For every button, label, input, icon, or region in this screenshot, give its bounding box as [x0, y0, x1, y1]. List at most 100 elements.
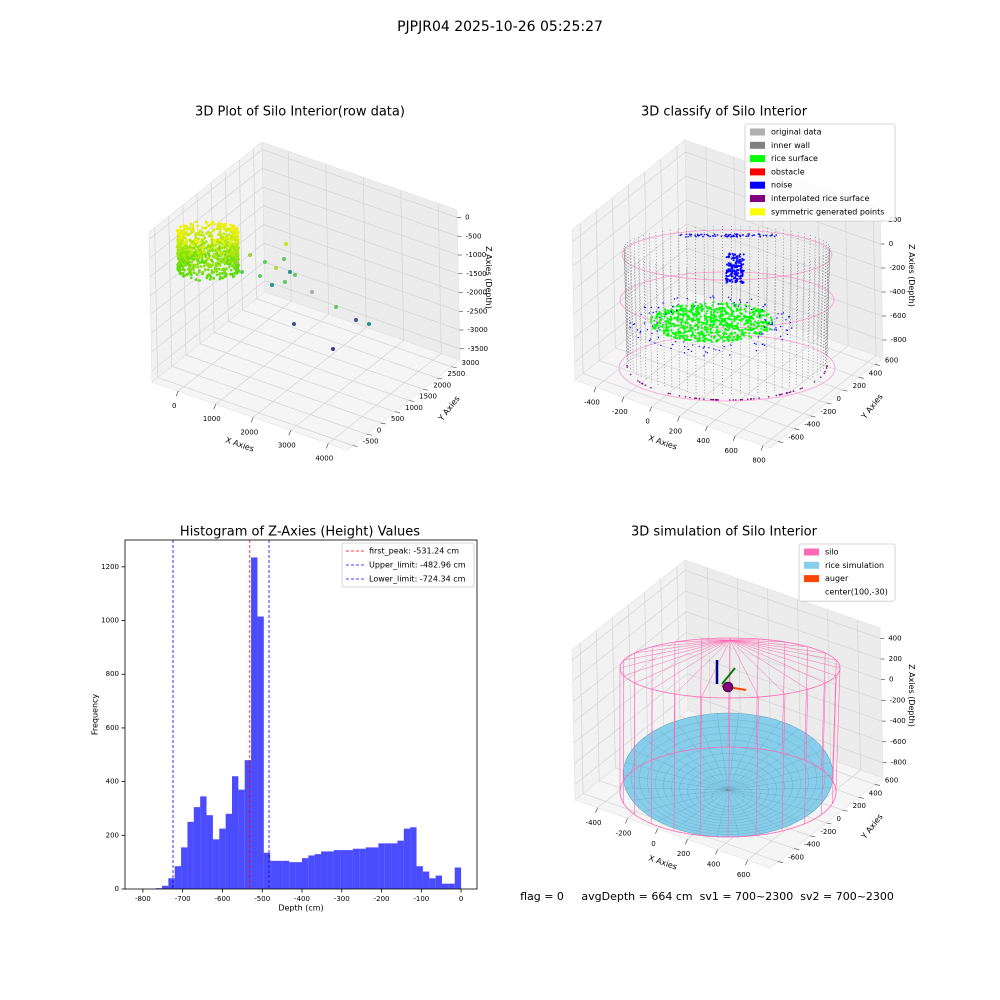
y-tick-label: 500 [391, 415, 404, 423]
point-cloud [205, 232, 209, 235]
point-cloud [232, 225, 236, 228]
tick-mark [794, 848, 800, 851]
rice-surface-point [709, 307, 712, 310]
silo-wire [729, 639, 841, 669]
point-cloud [186, 255, 189, 259]
rice-surface-point [705, 315, 708, 318]
rice-surface-point [722, 313, 725, 316]
point-cloud [190, 230, 194, 233]
noise-point [731, 265, 734, 268]
tick-mark [649, 406, 652, 412]
rice-surface-point [760, 314, 763, 317]
grid-line [325, 164, 330, 315]
y-tick-label: -600 [788, 854, 804, 862]
noise-point [738, 262, 740, 264]
rice-surface-point [743, 316, 746, 319]
rice-surface-point [750, 316, 753, 319]
rice-surface-point [688, 317, 691, 321]
grid-line [328, 353, 442, 444]
point-cloud [220, 257, 223, 261]
rice-surface-point [656, 314, 659, 318]
point-cloud [202, 264, 206, 268]
rice-surface-point [662, 331, 666, 334]
rice-surface-point [688, 329, 691, 332]
rice-surface-point [697, 321, 700, 324]
noise-point [791, 327, 793, 329]
point-cloud [198, 229, 202, 233]
grid-line [679, 296, 876, 365]
point-cloud [230, 244, 234, 248]
grid-line [574, 673, 688, 765]
noise-point [770, 323, 772, 325]
interpolated-point [729, 399, 731, 401]
noise-point [696, 233, 699, 236]
noise-point [730, 278, 733, 281]
tick-mark [213, 404, 217, 410]
noise-point [725, 233, 727, 236]
rice-surface-point [694, 328, 697, 332]
point-cloud [185, 233, 189, 237]
noise-point [730, 235, 733, 238]
noise-point [745, 235, 747, 237]
noise-point [771, 329, 773, 331]
point-cloud [209, 232, 213, 235]
point-cloud [230, 257, 234, 261]
grid-line [400, 190, 405, 341]
noise-point [775, 327, 777, 329]
inner-wall [774, 267, 777, 391]
point-cloud [183, 257, 187, 261]
rice-surface-point [736, 322, 740, 325]
point-cloud [232, 234, 236, 237]
silo-wire [727, 697, 731, 838]
rice-surface-point [687, 315, 690, 318]
grid-line [362, 177, 367, 328]
bar [352, 848, 360, 889]
rice-surface-point [707, 316, 710, 319]
z-axis-label: Z Axies (Depth) [907, 244, 916, 307]
noise-point [637, 336, 640, 339]
y-tick-label: -200 [820, 828, 836, 836]
point-cloud [176, 266, 180, 269]
noise-point [747, 233, 749, 235]
point-cloud [194, 233, 198, 237]
grid-line [262, 167, 458, 237]
noise-point [739, 260, 742, 263]
grid-line [612, 617, 616, 768]
point-cloud [215, 273, 219, 277]
legend-swatch [750, 155, 765, 163]
silo-wire [835, 667, 841, 793]
rice-surface-point [749, 311, 752, 314]
silo-wire [729, 639, 826, 654]
bar [422, 871, 430, 889]
rice-surface-point [725, 325, 728, 328]
silo-wire [804, 646, 809, 761]
rice-surface-point [726, 303, 729, 306]
noise-point [692, 344, 694, 346]
rice-surface-point [724, 317, 727, 320]
grid-line [571, 570, 686, 661]
noise-point [728, 296, 730, 298]
bar [410, 827, 417, 889]
rice-surface-point [766, 329, 769, 332]
grid-line [149, 167, 263, 259]
rice-surface-point [673, 324, 676, 327]
point-cloud [226, 240, 230, 244]
noise-point [693, 305, 696, 307]
rice-surface-point [716, 325, 719, 328]
rice-surface-point [699, 303, 702, 306]
rice-mesh [727, 728, 799, 791]
auger-axis [721, 667, 736, 685]
rice-surface-point [697, 307, 700, 310]
noise-point [643, 322, 645, 324]
noise-point [657, 336, 660, 339]
legend-swatch [750, 195, 765, 202]
point-cloud [207, 273, 211, 277]
noise-point [655, 311, 657, 313]
noise-point [747, 235, 749, 238]
rice-surface-point [682, 313, 685, 316]
noise-point [656, 322, 658, 324]
point-cloud [178, 270, 182, 273]
interpolated-point [758, 397, 760, 399]
grid-line [287, 151, 292, 302]
inner-wall [795, 263, 799, 386]
